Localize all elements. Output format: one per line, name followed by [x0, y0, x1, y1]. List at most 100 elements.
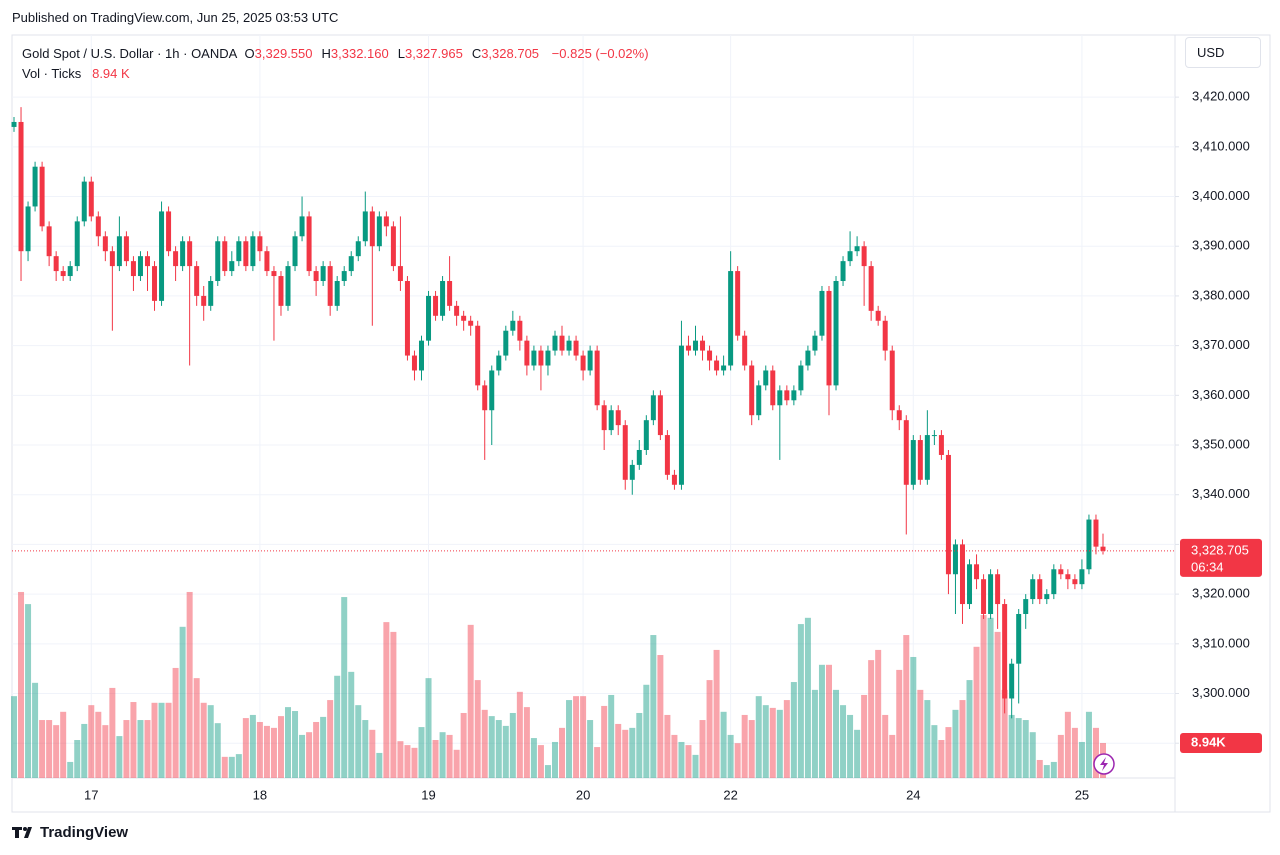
volume-bar [861, 694, 868, 778]
volume-bar [854, 729, 861, 778]
volume-bar [1057, 734, 1064, 778]
candle-body [53, 256, 59, 272]
candle-body [11, 121, 17, 127]
logo [12, 827, 32, 838]
volume-bar [825, 664, 832, 778]
alert-bolt [1100, 757, 1108, 771]
volume-bar [713, 649, 720, 778]
candle-body [102, 236, 108, 252]
candle-body [159, 211, 165, 301]
candle-body [180, 241, 186, 267]
volume-bar [313, 721, 320, 778]
volume-bar [755, 696, 762, 778]
candle-body [454, 305, 460, 316]
candle-body [896, 410, 902, 421]
candle-body [974, 564, 980, 580]
volume-bar [334, 675, 341, 778]
volume-bar [467, 624, 474, 778]
volume-bar [285, 707, 292, 778]
legend-row: Vol · Ticks 8.94 K [22, 64, 649, 84]
legend: Gold Spot / U.S. Dollar · 1h · OANDA O3,… [22, 44, 649, 84]
volume-bar [88, 705, 95, 778]
candle-body [397, 266, 403, 282]
legend-row: Gold Spot / U.S. Dollar · 1h · OANDA O3,… [22, 44, 649, 64]
candle-body [524, 340, 530, 366]
ohlc-value: 3,328.705 [481, 46, 540, 61]
volume-bar [544, 765, 551, 778]
volume-bar [404, 745, 411, 778]
candle-body [1009, 663, 1015, 699]
candle-body [510, 320, 516, 331]
candle-body [875, 310, 881, 321]
volume-bar [292, 711, 299, 778]
candle-body [664, 435, 670, 475]
volume-bar [671, 734, 678, 778]
currency-button[interactable]: USD [1185, 37, 1261, 68]
candle-body [144, 256, 150, 267]
volume-bar [263, 725, 270, 778]
candle-body [376, 216, 382, 247]
candle-body [496, 355, 502, 371]
x-tick-label: 17 [84, 787, 98, 802]
volume-bar [608, 694, 615, 778]
ohlc: O3,329.550 H3,332.160 L3,327.965 C3,328.705 [245, 46, 549, 61]
volume-bar [699, 720, 706, 778]
candle-body [531, 350, 537, 366]
candle-body [109, 251, 115, 267]
candle-body [503, 330, 509, 356]
volume-bar [537, 745, 544, 778]
candle-body [243, 241, 249, 267]
volume-bar [270, 727, 277, 778]
candle-body [693, 340, 699, 351]
candle-body [468, 320, 474, 326]
volume-bar [214, 723, 221, 778]
volume-bar [615, 723, 622, 778]
candle-body [868, 266, 874, 311]
volume-bar [495, 720, 502, 778]
volume-bar [833, 689, 840, 778]
candle-body [257, 236, 263, 252]
volume-bar [123, 720, 130, 778]
volume-bar [959, 700, 966, 778]
volume-bar [580, 696, 587, 778]
candle-body [995, 574, 1001, 605]
candle-body [1065, 574, 1071, 580]
candle-body [700, 340, 706, 351]
candle-body [924, 435, 930, 480]
candle-body [74, 221, 80, 267]
y-tick-label: 3,320.000 [1192, 586, 1250, 601]
candle-body [615, 410, 621, 426]
volume-bar [102, 725, 109, 778]
y-tick-label: 3,350.000 [1192, 436, 1250, 451]
volume-bar [81, 723, 88, 778]
volume-bar [502, 725, 509, 778]
candle-body [18, 121, 24, 252]
volume-bar [39, 720, 46, 778]
volume-bar [1085, 711, 1092, 778]
volume-bar [418, 727, 425, 778]
candle-body [355, 241, 361, 257]
volume-value: 8.94 K [92, 66, 130, 81]
candle-body [250, 236, 256, 267]
candle-body [95, 216, 101, 237]
candle-body [1058, 569, 1064, 575]
volume-bar [327, 700, 334, 778]
volume-bar [53, 725, 60, 778]
candle-body [334, 281, 340, 306]
volume-bar [460, 712, 467, 778]
volume-bar [25, 604, 32, 778]
candle-body [278, 276, 284, 306]
x-tick-label: 22 [723, 787, 737, 802]
y-tick-label: 3,390.000 [1192, 238, 1250, 253]
volume-bar [207, 705, 214, 778]
volume-bar [903, 635, 910, 778]
ohlc-value: 3,332.160 [330, 46, 389, 61]
volume-bar [636, 712, 643, 778]
candle-body [945, 454, 951, 575]
candle-body [798, 365, 804, 391]
volume-bar [706, 680, 713, 778]
candle-body [1030, 579, 1036, 600]
candle-body [805, 350, 811, 366]
candle-body [201, 295, 207, 306]
volume-bar [1022, 720, 1029, 778]
